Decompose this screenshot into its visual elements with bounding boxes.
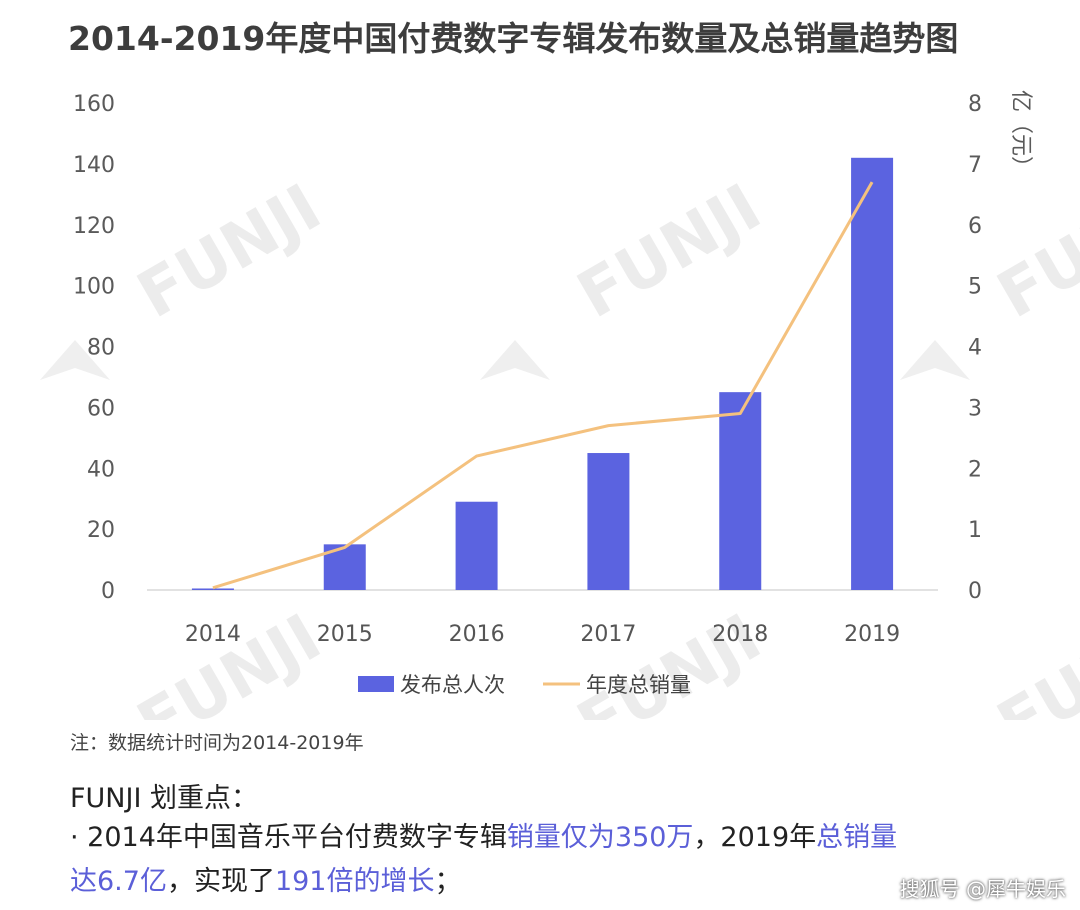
key-point-line-2-segment: 191倍的增长 [274,866,435,897]
y-right-tick-label: 3 [968,396,982,421]
key-point-line-2: 达6.7亿，实现了191倍的增长； [70,862,1030,902]
source-footer: 搜狐号 @犀牛娱乐 [899,877,1066,901]
key-point-line-1-segment: ，2019年 [693,822,817,853]
x-tick-label: 2016 [449,622,505,647]
watermark-text: FUNJI [126,171,333,334]
legend-bar-label: 发布总人次 [400,673,505,697]
x-tick-label: 2014 [185,622,241,647]
y-right-tick-label: 2 [968,457,982,482]
watermark-text: FUNJI [566,601,773,720]
x-tick-label: 2015 [317,622,373,647]
key-point-line-2-segment: ； [434,866,462,897]
y-left-tick-label: 20 [87,518,115,543]
y-right-tick-label: 7 [968,153,982,178]
legend-line-label: 年度总销量 [586,673,691,697]
key-points-heading: FUNJI 划重点： [70,783,258,814]
watermark-text: FUNJI [126,601,333,720]
y-left-tick-label: 140 [73,153,115,178]
chart-title: 2014-2019年度中国付费数字专辑发布数量及总销量趋势图 [68,19,959,58]
watermark-text: FUNJI [986,171,1080,334]
chart-note: 注：数据统计时间为2014-2019年 [70,732,364,754]
key-point-line-1-segment: 总销量 [816,822,898,853]
y-right-tick-label: 1 [968,518,982,543]
y-right-tick-label: 8 [968,92,982,117]
key-point-line-1-segment: · 2014年中国音乐平台付费数字专辑 [70,822,507,853]
y-left-tick-label: 60 [87,396,115,421]
watermark-logo [40,340,110,380]
y-left-tick-label: 100 [73,275,115,300]
bar [719,392,762,590]
key-point-line-1: · 2014年中国音乐平台付费数字专辑销量仅为350万，2019年总销量 [70,818,1030,858]
y-left-tick-label: 120 [73,214,115,239]
x-tick-label: 2017 [580,622,636,647]
watermark-logo [900,340,970,380]
y-left-tick-label: 0 [101,579,115,604]
watermark-text: FUNJI [986,601,1080,720]
bar [851,157,894,590]
x-tick-label: 2019 [844,622,900,647]
bar [455,501,498,590]
key-point-line-1-segment: 销量仅为350万 [506,822,694,853]
y-left-tick-label: 80 [87,336,115,361]
y-left-tick-label: 40 [87,457,115,482]
y-right-tick-label: 5 [968,275,982,300]
y-right-axis-label: 亿（元） [1008,90,1033,178]
bar [191,588,234,590]
legend-bar-swatch [358,676,394,692]
key-point-line-2-segment: 达6.7亿 [70,866,167,897]
bar [587,453,630,590]
x-tick-label: 2018 [712,622,768,647]
y-left-tick-label: 160 [73,92,115,117]
sales-line [212,181,874,590]
key-point-line-2-segment: ，实现了 [166,866,275,897]
watermark-text: FUNJI [566,171,773,334]
y-right-tick-label: 4 [968,336,982,361]
y-right-tick-label: 6 [968,214,982,239]
y-right-tick-label: 0 [968,579,982,604]
watermark-logo [480,340,550,380]
